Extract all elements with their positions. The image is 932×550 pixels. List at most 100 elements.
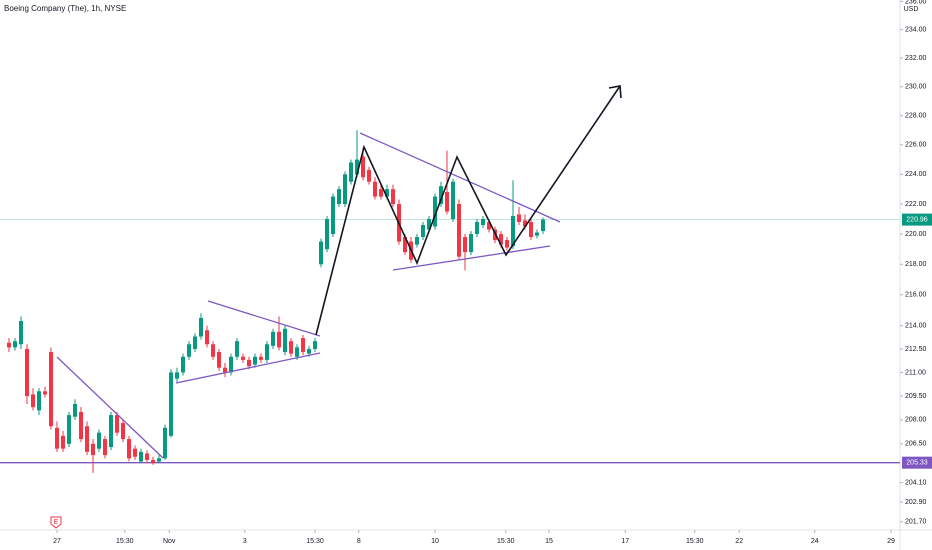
- candle-body: [337, 189, 341, 205]
- candle-body: [289, 341, 293, 354]
- candle-body: [481, 218, 485, 225]
- candle-body: [325, 218, 329, 250]
- candle-body: [331, 196, 335, 235]
- candle-body: [247, 359, 251, 367]
- candle-body: [223, 367, 227, 373]
- candle-body: [271, 331, 275, 346]
- candle-body: [139, 451, 143, 462]
- trend-line: [207, 300, 321, 337]
- y-tick-label: 216.00: [905, 292, 927, 299]
- x-tick-label: 22: [735, 538, 743, 545]
- candle-body: [277, 331, 281, 348]
- y-tick-label: 230.00: [905, 84, 927, 91]
- candle-body: [79, 411, 83, 440]
- candle-body: [355, 159, 359, 175]
- chart-title: Boeing Company (The), 1h, NYSE: [4, 4, 126, 13]
- candle-body: [97, 432, 101, 449]
- last-price-label: 220.96: [906, 216, 928, 223]
- x-tick-label: 24: [811, 538, 819, 545]
- candle-body: [319, 241, 323, 265]
- y-tick-label: 236.00: [905, 0, 927, 5]
- candle-body: [61, 435, 65, 449]
- candle-body: [199, 317, 203, 337]
- candle-body: [463, 237, 467, 253]
- candle-body: [85, 426, 89, 452]
- x-tick-label: 15: [545, 538, 553, 545]
- trend-line: [175, 352, 321, 384]
- candle-body: [535, 232, 539, 236]
- candle-body: [169, 372, 173, 436]
- candle-body: [235, 341, 239, 357]
- candle-body: [163, 427, 167, 459]
- y-tick-label: 206.50: [905, 441, 927, 448]
- candle-body: [373, 181, 377, 197]
- x-tick-label: 17: [621, 538, 629, 545]
- candle-body: [49, 352, 53, 427]
- drawings: [56, 85, 622, 459]
- candle-body: [145, 453, 149, 460]
- candle-body: [259, 356, 263, 360]
- y-tick-label: 208.00: [905, 417, 927, 424]
- candle-body: [193, 336, 197, 349]
- y-tick-label: 222.00: [905, 201, 927, 208]
- candle-body: [451, 181, 455, 219]
- candle-body: [343, 174, 347, 205]
- candle-body: [307, 348, 311, 354]
- x-tick-label: 3: [243, 538, 247, 545]
- y-tick-label: 228.00: [905, 113, 927, 120]
- last-price-box: [902, 213, 932, 226]
- arrow-head: [608, 85, 622, 99]
- currency: USD: [904, 6, 919, 13]
- candle-body: [151, 459, 155, 464]
- y-tick-label: 209.50: [905, 393, 927, 400]
- candle-body: [229, 356, 233, 373]
- x-tick-label: 15:30: [306, 538, 324, 545]
- candle-body: [523, 220, 527, 227]
- candle-body: [13, 341, 17, 348]
- trend-line: [56, 356, 164, 459]
- candle-body: [187, 344, 191, 357]
- trend-line: [392, 245, 551, 271]
- candle-body: [505, 240, 509, 248]
- candle-body: [109, 415, 113, 448]
- candle-body: [295, 347, 299, 357]
- candle-body: [403, 237, 407, 253]
- candle-body: [469, 234, 473, 253]
- candle-body: [91, 443, 95, 456]
- candle-body: [529, 221, 533, 238]
- candle-body: [313, 341, 317, 349]
- candle-body: [133, 448, 137, 457]
- candle-body: [67, 415, 71, 444]
- candle-body: [379, 189, 383, 197]
- price-line-label: 205.33: [906, 460, 928, 467]
- x-tick-label: 29: [887, 538, 895, 545]
- candle-body: [265, 344, 269, 360]
- y-tick-label: 214.00: [905, 322, 927, 329]
- candle-body: [25, 348, 29, 397]
- y-tick-label: 202.90: [905, 499, 927, 506]
- candle-body: [283, 328, 287, 353]
- x-tick-label: 15:30: [116, 538, 134, 545]
- x-tick-label: 8: [357, 538, 361, 545]
- y-tick-label: 220.00: [905, 231, 927, 238]
- earnings-label: E: [54, 519, 59, 526]
- candle-body: [217, 352, 221, 368]
- y-tick-label: 232.00: [905, 55, 927, 62]
- candle-body: [115, 415, 119, 433]
- x-tick-label: Nov: [163, 538, 176, 545]
- x-tick-label: 10: [431, 538, 439, 545]
- y-tick-label: 224.00: [905, 171, 927, 178]
- candle-body: [367, 169, 371, 182]
- candle-body: [7, 342, 11, 348]
- y-tick-label: 201.70: [905, 519, 927, 526]
- y-tick-label: 204.10: [905, 479, 927, 486]
- earnings-icon: E: [50, 516, 62, 529]
- candle-body: [445, 192, 449, 212]
- candle-body: [439, 186, 443, 205]
- candle-body: [103, 439, 107, 456]
- candle-body: [31, 394, 35, 408]
- candle-body: [361, 156, 365, 178]
- candle-body: [421, 224, 425, 238]
